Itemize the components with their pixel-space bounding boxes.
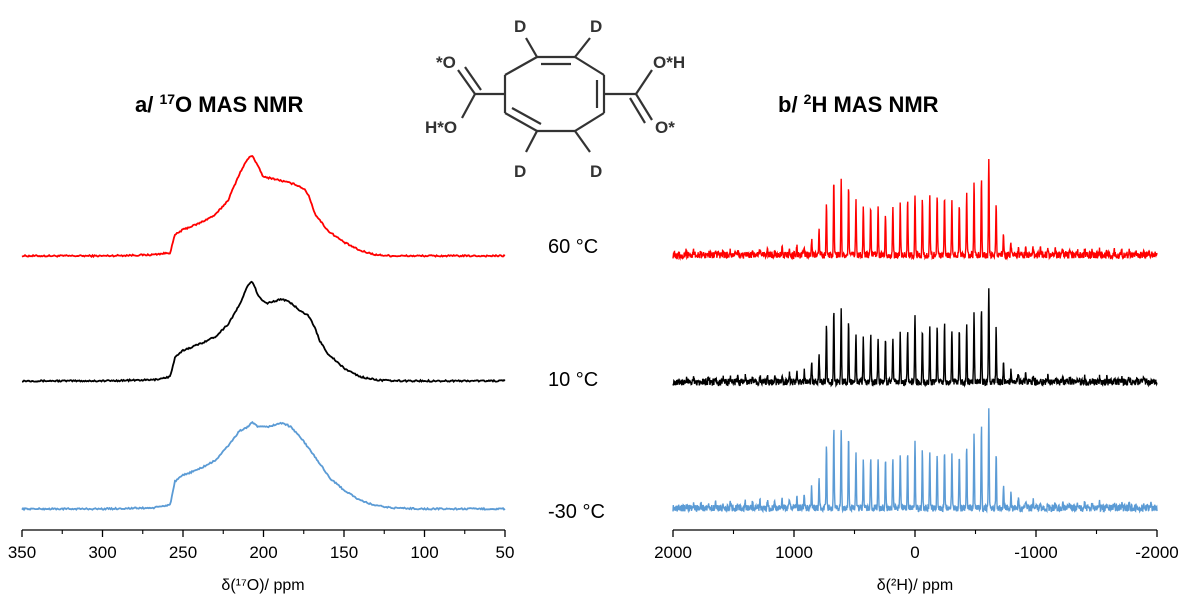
- panel-a-traces: [21, 155, 506, 512]
- x-tick-label: 50: [496, 543, 515, 562]
- bond-c-o-double-right-1: [635, 93, 653, 121]
- temp-label-10: 10 °C: [548, 369, 598, 391]
- spectrum-trace-b-2: [672, 408, 1158, 514]
- atom-d-bottom-right: D: [590, 162, 602, 181]
- bond-d-top-left: [525, 37, 538, 58]
- panel-a-title: a/ 17O MAS NMR: [135, 91, 303, 117]
- bond-d-bottom-left: [525, 130, 538, 153]
- x-tick-label: 1000: [775, 543, 813, 562]
- panel-b-title: b/ 2H MAS NMR: [778, 91, 939, 117]
- spectrum-trace-b-0: [672, 159, 1158, 261]
- panel-a-17O-spectra: 350 300 250 200 150 100 50 δ(¹⁷O)/ ppm: [8, 155, 515, 594]
- x-tick-label: 150: [330, 543, 358, 562]
- atom-d-top-left: D: [514, 17, 526, 36]
- bond-c-o-double-left-2: [464, 66, 482, 91]
- panel-b-ticks: 2000 1000 0 -1000 -2000: [654, 530, 1179, 562]
- x-tick-label: 350: [8, 543, 36, 562]
- temp-label-minus30: -30 °C: [548, 501, 605, 523]
- spectrum-trace-b-1: [672, 288, 1158, 388]
- atom-d-top-right: D: [590, 17, 602, 36]
- panel-b-traces: [672, 159, 1158, 514]
- spectrum-trace-a-0: [21, 155, 506, 259]
- x-tick-label: 100: [410, 543, 438, 562]
- bond-d-top-right: [574, 37, 591, 58]
- panel-b-title-superscript: 2: [804, 91, 812, 107]
- spectrum-trace-a-2: [21, 421, 506, 512]
- x-tick-label: 250: [169, 543, 197, 562]
- ring-bond-bottom-left: [504, 112, 538, 132]
- bond-d-bottom-right: [574, 130, 591, 153]
- panel-a-title-superscript: 17: [159, 91, 175, 107]
- panel-a-x-axis-label: δ(¹⁷O)/ ppm: [221, 577, 304, 594]
- x-tick-label: -1000: [1014, 543, 1057, 562]
- x-tick-label: -2000: [1135, 543, 1178, 562]
- spectrum-trace-a-1: [21, 280, 506, 384]
- panel-a-ticks: 350 300 250 200 150 100 50: [8, 530, 515, 562]
- bond-c-o-double-right-2: [629, 97, 646, 124]
- ring-bond-top-left: [504, 56, 538, 76]
- x-tick-label: 0: [910, 543, 919, 562]
- atom-oh-left: H*O: [425, 118, 457, 137]
- molecule-structure: [457, 37, 653, 153]
- ring-bond-bottom-right: [574, 112, 605, 132]
- ring-bond-top-right: [574, 56, 605, 76]
- panel-b-2H-spectra: 2000 1000 0 -1000 -2000 δ(²H)/ ppm: [654, 159, 1179, 594]
- ring-inner-double-3: [511, 107, 542, 125]
- bond-c-oh-left: [461, 93, 476, 119]
- atom-oh-right: O*H: [653, 53, 685, 72]
- atom-o-star-left: *O: [436, 53, 456, 72]
- atom-d-bottom-left: D: [514, 162, 526, 181]
- x-tick-label: 200: [249, 543, 277, 562]
- bond-c-o-double-left-1: [457, 69, 476, 95]
- atom-o-star-right: O*: [655, 118, 675, 137]
- x-tick-label: 2000: [654, 543, 692, 562]
- temp-label-60: 60 °C: [548, 236, 598, 258]
- bond-c-oh-right: [635, 69, 653, 95]
- panel-b-x-axis-label: δ(²H)/ ppm: [877, 577, 953, 594]
- x-tick-label: 300: [88, 543, 116, 562]
